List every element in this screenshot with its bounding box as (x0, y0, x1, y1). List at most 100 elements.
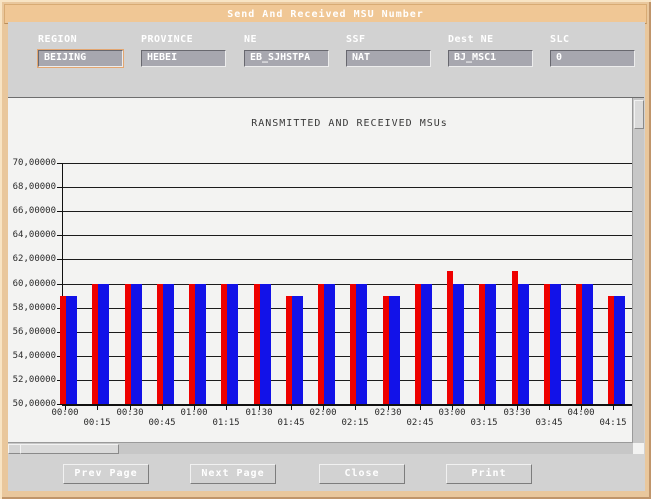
y-axis-tick (57, 235, 62, 236)
x-axis-tick (613, 406, 614, 410)
x-axis-tick (388, 406, 389, 410)
horizontal-scrollbar-thumb[interactable] (20, 444, 119, 454)
vertical-scrollbar-thumb[interactable] (634, 100, 644, 129)
titlebar[interactable]: Send And Received MSU Number (4, 4, 647, 24)
bar-received (614, 295, 626, 404)
gridline (62, 163, 637, 164)
ne-input[interactable]: EB_SJHSTPA (244, 50, 329, 67)
y-axis-tick (57, 404, 62, 405)
bar-received (549, 283, 561, 404)
y-axis-tick (57, 259, 62, 260)
bar-received (485, 283, 497, 404)
y-axis-tick (57, 211, 62, 212)
x-axis-tick-label: 02:00 (309, 408, 337, 418)
x-axis-tick-label: 01:30 (245, 408, 273, 418)
vertical-scrollbar[interactable] (632, 98, 644, 443)
bar-transmitted (414, 283, 421, 404)
bar-transmitted (156, 283, 163, 404)
y-axis-tick (57, 163, 62, 164)
prev-page-button[interactable]: Prev Page (63, 464, 149, 484)
slc-input[interactable]: 0 (550, 50, 635, 67)
x-axis-tick-label: 04:15 (599, 418, 627, 428)
dialog-content: REGION BEIJING PROVINCE HEBEI NE EB_SJHSTPA SS… (8, 22, 645, 491)
bar-received (388, 295, 400, 404)
button-row: Prev Page Next Page Close Print (8, 464, 645, 484)
bar-received (66, 295, 77, 404)
next-page-button[interactable]: Next Page (190, 464, 276, 484)
x-axis-tick-label: 02:15 (341, 418, 369, 428)
bar-transmitted (285, 295, 292, 404)
y-axis-tick (57, 308, 62, 309)
dest-ne-label: Dest NE (448, 34, 494, 45)
horizontal-scrollbar[interactable] (8, 442, 633, 454)
bar-transmitted (124, 283, 131, 404)
x-axis-tick (323, 406, 324, 410)
y-axis-tick-label: 66,00000 (12, 206, 56, 216)
y-axis-line (62, 163, 63, 404)
field-group-dest-ne: Dest NE BJ_MSC1 (448, 34, 538, 67)
bar-transmitted (60, 295, 66, 404)
ssf-input[interactable]: NAT (346, 50, 431, 67)
field-group-ne: NE EB_SJHSTPA (244, 34, 334, 67)
bar-transmitted (479, 283, 486, 404)
bar-received (324, 283, 335, 404)
province-label: PROVINCE (141, 34, 194, 45)
field-group-province: PROVINCE HEBEI (141, 34, 231, 67)
y-axis-tick (57, 380, 62, 381)
y-axis-tick-label: 64,00000 (12, 230, 56, 240)
x-axis-tick-label: 01:45 (277, 418, 305, 428)
y-axis-tick-label: 60,00000 (12, 279, 56, 289)
bar-received (582, 283, 593, 404)
x-axis-tick (194, 406, 195, 410)
bar-received (162, 283, 174, 404)
bar-received (420, 283, 432, 404)
x-axis-tick (65, 406, 66, 410)
bar-received (259, 283, 271, 404)
plot-area: RANSMITTED AND RECEIVED MSUs 70,00000 68,… (8, 98, 639, 442)
region-input[interactable]: BEIJING (37, 49, 124, 68)
close-button[interactable]: Close (319, 464, 405, 484)
x-axis-tick (517, 406, 518, 410)
field-group-region: REGION BEIJING (37, 34, 128, 68)
gridline (62, 356, 637, 357)
x-axis-tick-label: 02:30 (374, 408, 402, 418)
field-group-slc: SLC 0 (550, 34, 640, 67)
chart-panel: RANSMITTED AND RECEIVED MSUs 70,00000 68,… (8, 97, 644, 454)
x-axis-tick (581, 406, 582, 410)
y-axis-tick-label: 50,00000 (12, 399, 56, 409)
gridline (62, 308, 637, 309)
x-axis-tick-label: 03:15 (470, 418, 498, 428)
x-axis-tick (162, 406, 163, 410)
x-axis-tick (549, 406, 550, 410)
bar-transmitted (221, 283, 228, 404)
y-axis-tick (57, 187, 62, 188)
region-label: REGION (38, 34, 78, 45)
bar-received (227, 283, 239, 404)
dest-ne-input[interactable]: BJ_MSC1 (448, 50, 533, 67)
bar-transmitted (447, 271, 453, 404)
x-axis-tick-label: 02:45 (406, 418, 434, 428)
y-axis-tick-label: 58,00000 (12, 303, 56, 313)
x-axis-tick (484, 406, 485, 410)
bar-transmitted (253, 283, 260, 404)
x-axis-tick-label: 03:00 (438, 408, 466, 418)
province-input[interactable]: HEBEI (141, 50, 226, 67)
x-axis-tick (97, 406, 98, 410)
x-axis-tick-label: 00:45 (148, 418, 176, 428)
x-axis-tick-label: 04:00 (567, 408, 595, 418)
gridline (62, 284, 637, 285)
slc-label: SLC (550, 34, 570, 45)
y-axis-tick-label: 52,00000 (12, 375, 56, 385)
x-axis-tick-label: 03:45 (535, 418, 563, 428)
bar-transmitted (350, 283, 357, 404)
bar-received (517, 283, 529, 404)
bar-transmitted (511, 271, 518, 404)
x-axis-tick (355, 406, 356, 410)
x-axis-tick (420, 406, 421, 410)
y-axis-tick-label: 56,00000 (12, 327, 56, 337)
print-button[interactable]: Print (446, 464, 532, 484)
x-axis-tick-label: 00:00 (51, 408, 79, 418)
bar-received (453, 283, 464, 404)
window-title: Send And Received MSU Number (227, 8, 424, 20)
y-axis-tick-label: 62,00000 (12, 254, 56, 264)
